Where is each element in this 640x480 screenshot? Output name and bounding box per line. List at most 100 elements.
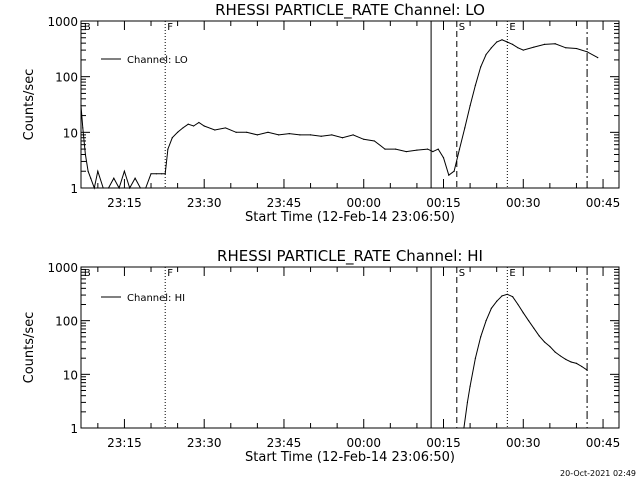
data-point xyxy=(235,131,237,133)
x-tick-label: 23:30 xyxy=(187,196,222,210)
x-axis-label-1: Start Time (12-Feb-14 23:06:50) xyxy=(245,210,455,225)
y-tick-label: 10 xyxy=(63,368,78,382)
data-point xyxy=(533,327,535,329)
data-point xyxy=(490,47,492,49)
data-point xyxy=(469,385,471,387)
data-point xyxy=(480,66,482,68)
data-point xyxy=(512,43,514,45)
data-point xyxy=(559,355,562,357)
data-point xyxy=(246,131,248,133)
data-point xyxy=(586,369,588,371)
data-point xyxy=(512,296,514,298)
data-point xyxy=(496,41,498,43)
legend-label: Channel: HI xyxy=(127,293,185,304)
x-tick-label: 00:15 xyxy=(426,436,461,450)
y-tick-label: 1 xyxy=(70,182,78,196)
data-point xyxy=(517,47,519,49)
y-tick-label: 100 xyxy=(55,71,78,85)
data-point xyxy=(565,47,567,49)
chart-title-2: RHESSI PARTICLE_RATE Channel: HI xyxy=(217,247,483,266)
data-point xyxy=(448,174,450,176)
series-line-2 xyxy=(463,293,588,429)
data-point xyxy=(87,170,89,172)
x-tick-label: 00:30 xyxy=(506,436,541,450)
data-point xyxy=(113,177,115,179)
data-point xyxy=(501,295,503,297)
plot-frame-1 xyxy=(80,20,620,189)
data-point xyxy=(442,157,445,159)
data-point xyxy=(464,127,466,129)
data-point xyxy=(373,140,375,142)
plot-frame-2 xyxy=(80,266,620,429)
data-point xyxy=(538,335,540,337)
data-point xyxy=(118,187,120,189)
event-marker-label: F xyxy=(167,22,173,33)
x-tick-label: 00:45 xyxy=(586,436,621,450)
data-point xyxy=(554,43,556,45)
data-point xyxy=(485,320,487,322)
data-point xyxy=(506,293,508,295)
data-point xyxy=(224,127,227,129)
data-point xyxy=(501,39,503,41)
data-point xyxy=(458,148,461,150)
data-point xyxy=(102,187,104,189)
data-point xyxy=(426,148,429,150)
event-marker-label: B xyxy=(84,22,91,33)
data-point xyxy=(597,57,599,59)
data-point xyxy=(182,127,184,129)
x-tick-label: 00:45 xyxy=(586,196,621,210)
data-point xyxy=(474,84,477,86)
x-tick-label: 23:15 xyxy=(107,436,142,450)
event-marker-label: F xyxy=(167,268,173,279)
data-point xyxy=(214,129,216,131)
data-point xyxy=(363,138,365,140)
data-point xyxy=(171,137,173,139)
data-point xyxy=(496,300,498,302)
y-tick-label: 1000 xyxy=(47,15,78,29)
event-marker-label: S xyxy=(459,268,465,279)
data-point xyxy=(490,307,492,309)
data-point xyxy=(82,127,84,129)
data-point xyxy=(543,341,546,343)
data-point xyxy=(549,345,551,348)
data-point xyxy=(331,134,333,136)
data-point xyxy=(278,134,280,136)
y-tick-label: 1 xyxy=(70,422,78,436)
y-tick-label: 10 xyxy=(63,126,78,140)
data-point xyxy=(107,187,110,189)
x-tick-label: 23:45 xyxy=(267,436,302,450)
data-point xyxy=(164,173,166,175)
data-point xyxy=(384,148,386,150)
data-point xyxy=(97,170,99,172)
data-point xyxy=(187,123,189,125)
data-point xyxy=(150,173,152,175)
legend-label: Channel: LO xyxy=(127,55,188,66)
data-point xyxy=(80,105,82,107)
event-marker-label: E xyxy=(509,268,515,279)
data-point xyxy=(474,357,477,359)
data-point xyxy=(134,177,136,179)
x-tick-label: 00:00 xyxy=(346,196,381,210)
data-point xyxy=(352,134,354,136)
y-tick-label: 100 xyxy=(55,315,78,329)
data-point xyxy=(203,125,205,127)
data-point xyxy=(155,173,157,175)
data-point xyxy=(543,43,546,45)
y-tick-label: 1000 xyxy=(47,261,78,275)
data-point xyxy=(145,187,147,189)
x-tick-label: 23:45 xyxy=(267,196,302,210)
data-point xyxy=(466,401,469,403)
data-point xyxy=(527,320,530,322)
data-point xyxy=(581,365,583,368)
data-point xyxy=(139,187,141,189)
plot-timestamp: 20-Oct-2021 02:49 xyxy=(560,469,636,478)
data-point xyxy=(517,303,519,306)
data-point xyxy=(167,148,169,150)
data-point xyxy=(575,47,578,50)
y-axis-label-1: Counts/sec xyxy=(22,69,37,141)
data-point xyxy=(485,53,487,56)
data-point xyxy=(533,46,535,48)
data-point xyxy=(192,125,195,127)
data-point xyxy=(299,134,301,136)
